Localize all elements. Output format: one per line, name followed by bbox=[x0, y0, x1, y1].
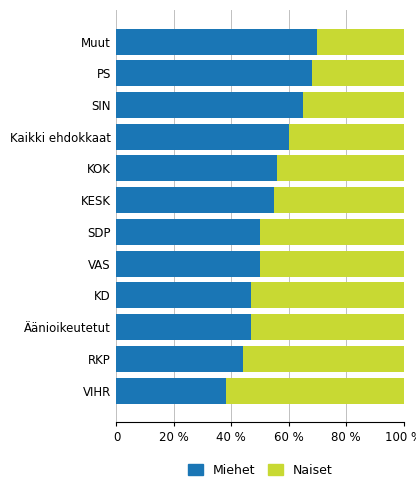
Bar bbox=[116, 282, 251, 308]
Bar bbox=[317, 28, 404, 55]
Bar bbox=[260, 250, 404, 276]
Bar bbox=[303, 92, 404, 118]
Bar bbox=[260, 219, 404, 245]
Bar bbox=[116, 28, 317, 55]
Bar bbox=[289, 124, 404, 150]
Bar bbox=[251, 314, 404, 340]
Bar bbox=[225, 378, 404, 404]
Bar bbox=[116, 60, 312, 86]
Bar bbox=[275, 187, 404, 213]
Bar bbox=[116, 314, 251, 340]
Bar bbox=[116, 124, 289, 150]
Bar bbox=[116, 187, 275, 213]
Bar bbox=[243, 346, 404, 372]
Bar bbox=[116, 156, 277, 182]
Bar bbox=[251, 282, 404, 308]
Legend: Miehet, Naiset: Miehet, Naiset bbox=[183, 459, 337, 482]
Bar bbox=[116, 346, 243, 372]
Bar bbox=[277, 156, 404, 182]
Bar bbox=[116, 378, 225, 404]
Bar bbox=[116, 92, 303, 118]
Bar bbox=[116, 250, 260, 276]
Bar bbox=[312, 60, 404, 86]
Bar bbox=[116, 219, 260, 245]
